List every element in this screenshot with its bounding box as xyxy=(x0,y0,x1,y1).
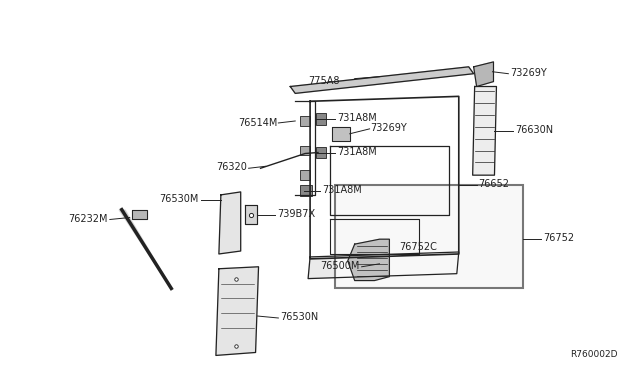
Polygon shape xyxy=(308,252,459,279)
Polygon shape xyxy=(244,205,257,224)
Text: 731A8M: 731A8M xyxy=(337,147,376,157)
Text: 76320: 76320 xyxy=(216,162,246,172)
Polygon shape xyxy=(316,113,326,125)
Text: 73269Y: 73269Y xyxy=(510,68,547,78)
Polygon shape xyxy=(348,239,389,280)
Text: 76514M: 76514M xyxy=(238,118,277,128)
Polygon shape xyxy=(219,192,241,254)
Text: 731A8M: 731A8M xyxy=(337,113,376,123)
Bar xyxy=(335,185,524,288)
Polygon shape xyxy=(132,210,147,219)
Text: 775A8: 775A8 xyxy=(308,76,340,86)
Polygon shape xyxy=(300,170,310,180)
Text: 739B7X: 739B7X xyxy=(277,209,316,219)
Text: 76752C: 76752C xyxy=(399,242,437,252)
Polygon shape xyxy=(316,147,326,158)
Polygon shape xyxy=(332,127,349,141)
Text: 76752: 76752 xyxy=(543,233,574,243)
Text: 76232M: 76232M xyxy=(68,214,108,224)
Polygon shape xyxy=(300,116,310,126)
Polygon shape xyxy=(474,62,493,87)
Text: 76530M: 76530M xyxy=(160,194,199,204)
Text: 76630N: 76630N xyxy=(515,125,554,135)
Text: 731A8M: 731A8M xyxy=(322,185,362,195)
Polygon shape xyxy=(300,145,310,155)
Text: 76530N: 76530N xyxy=(280,312,319,322)
Text: 76500M: 76500M xyxy=(320,261,360,271)
Polygon shape xyxy=(300,185,312,196)
Polygon shape xyxy=(291,67,474,93)
Polygon shape xyxy=(473,87,497,175)
Text: 76652: 76652 xyxy=(479,179,509,189)
Polygon shape xyxy=(216,267,259,355)
Text: 73269Y: 73269Y xyxy=(371,123,407,133)
Text: R760002D: R760002D xyxy=(570,350,618,359)
